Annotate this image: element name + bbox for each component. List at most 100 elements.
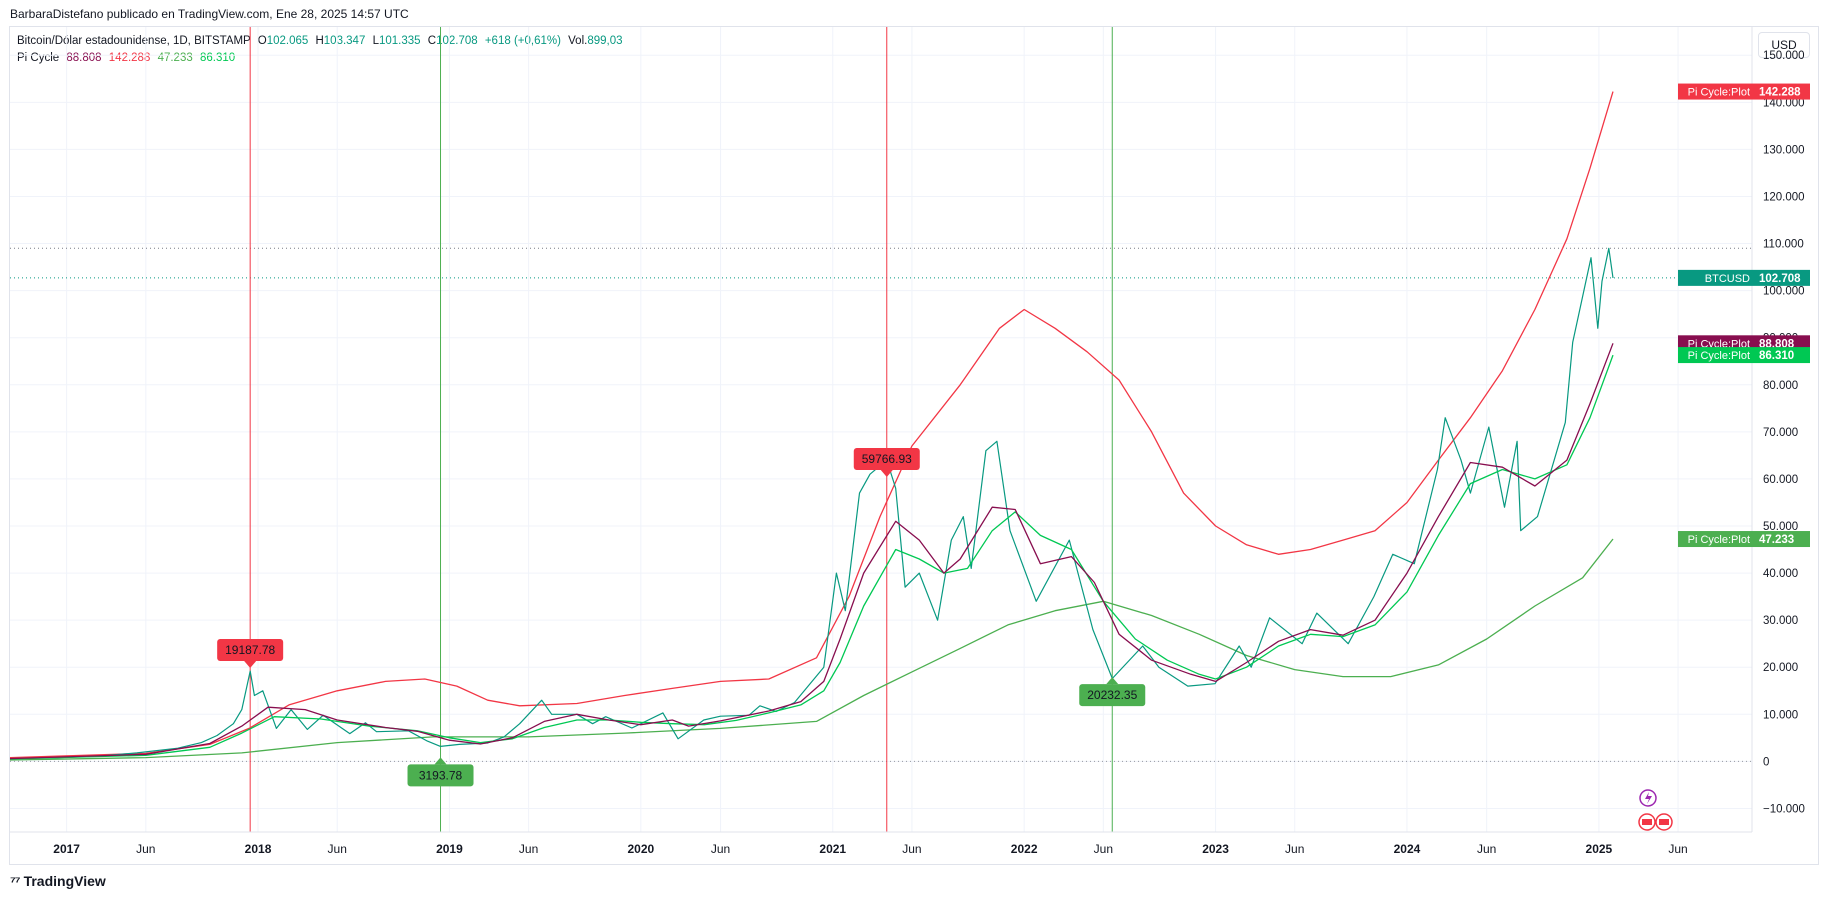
y-tick-label: 120.000: [1763, 191, 1805, 203]
signal-label-text: 19187.78: [225, 643, 275, 657]
x-tick-label: Jun: [1668, 842, 1687, 856]
price-tag-value: 102.708: [1759, 273, 1801, 285]
y-tick-label: 80.000: [1763, 380, 1798, 392]
y-tick-label: 100.000: [1763, 286, 1805, 298]
symbol-legend-row[interactable]: Bitcoin/Dólar estadounidense, 1D, BITSTA…: [17, 33, 623, 50]
y-tick-label: 50.000: [1763, 521, 1798, 533]
y-tick-label: 130.000: [1763, 144, 1805, 156]
publisher-line: BarbaraDistefano publicado en TradingVie…: [10, 7, 409, 21]
y-tick-label: 30.000: [1763, 615, 1798, 627]
price-tag-name-box: [1678, 269, 1754, 286]
x-tick-label: Jun: [328, 842, 347, 856]
open-label: O: [257, 35, 267, 47]
price-scale-tag[interactable]: Pi Cycle:Plot 86.310: [1678, 347, 1810, 364]
x-tick-label: Jun: [519, 842, 538, 856]
currency-button[interactable]: USD: [1758, 32, 1810, 58]
signal-label-text: 59766.93: [862, 452, 912, 466]
signal-label-box: [407, 764, 474, 787]
price-tag-value: 142.288: [1759, 87, 1801, 99]
price-tag-value-box: [1754, 531, 1810, 548]
y-tick-label: 60.000: [1763, 474, 1798, 486]
signal-label-box: [853, 448, 920, 471]
x-tick-label: 2020: [627, 842, 654, 856]
horizontal-lines: [10, 247, 1752, 762]
event-icons: [1638, 789, 1673, 831]
time-axis: 2017 Jun 2018 Jun 2019 Jun 2020 Jun 2021 Jun 2022 J…: [10, 831, 1752, 856]
y-tick-label: 40.000: [1763, 568, 1798, 580]
open-value: 102.065: [266, 35, 309, 47]
series-line-pi-bottom: [9, 538, 1614, 761]
us-flag-glyph: [1659, 819, 1669, 825]
volume-value: 899,03: [587, 35, 623, 47]
x-tick-label: Jun: [1477, 842, 1496, 856]
signal-label-text: 3193.78: [419, 768, 463, 782]
tradingview-logo-icon: ⁷⁷: [10, 873, 21, 889]
y-tick-label: −10.000: [1763, 803, 1805, 815]
series-line-pi-slow: [9, 354, 1614, 760]
price-scale-tag[interactable]: Pi Cycle:Plot 47.233: [1678, 531, 1810, 548]
price-tag-name-box: [1678, 531, 1754, 548]
y-tick-label: 0: [1763, 756, 1769, 768]
x-tick-label: Jun: [902, 842, 921, 856]
y-tick-label: 70.000: [1763, 427, 1798, 439]
signal-label-pointer: [1106, 677, 1119, 685]
price-tag-value: 47.233: [1759, 534, 1794, 546]
series-line-pi-fast: [9, 343, 1614, 760]
price-scale-tag[interactable]: BTCUSD 102.708: [1678, 269, 1810, 286]
series-line-pi-top: [9, 91, 1614, 759]
price-tag-value-box: [1754, 269, 1810, 286]
signal-annotations: 19187.78 3193.78 59766.93 20232.35: [217, 448, 1146, 787]
y-tick-label: 140.000: [1763, 97, 1805, 109]
grid-lines: [10, 27, 1752, 832]
chart-frame: [9, 26, 1819, 865]
x-tick-label: 2017: [53, 842, 80, 856]
price-scale-tag[interactable]: Pi Cycle:Plot 142.288: [1678, 83, 1810, 100]
chart-legend: Bitcoin/Dólar estadounidense, 1D, BITSTA…: [17, 33, 623, 67]
x-tick-label: 2024: [1394, 842, 1421, 856]
x-tick-label: Jun: [1285, 842, 1304, 856]
signal-label-text: 20232.35: [1087, 688, 1137, 702]
y-tick-label: 10.000: [1763, 709, 1798, 721]
x-tick-label: 2019: [436, 842, 463, 856]
x-tick-label: 2018: [245, 842, 272, 856]
x-tick-label: Jun: [711, 842, 730, 856]
price-tag-value-box: [1754, 347, 1810, 364]
symbol-name: Bitcoin/Dólar estadounidense, 1D, BITSTA…: [17, 35, 251, 47]
signal-label-pointer: [434, 757, 447, 765]
volume-label: Vol.: [568, 35, 588, 47]
tradingview-logo[interactable]: ⁷⁷ TradingView: [10, 873, 106, 889]
y-tick-label: 110.000: [1763, 239, 1804, 251]
close-label: C: [427, 35, 437, 47]
price-tag-name: Pi Cycle:Plot: [1688, 87, 1750, 99]
signal-label-pointer: [244, 661, 257, 669]
price-tag-name: Pi Cycle:Plot: [1688, 534, 1750, 546]
flash-icon-glyph: [1645, 792, 1652, 804]
price-tag-name-box: [1678, 83, 1754, 100]
high-value: 103.347: [323, 35, 366, 47]
price-tag-name: Pi Cycle:Plot: [1688, 350, 1750, 362]
signal-label-pointer: [880, 470, 893, 478]
series-lines: [9, 91, 1614, 761]
low-value: 101.335: [378, 35, 421, 47]
price-scale-labels: Pi Cycle:Plot 142.288 BTCUSD 102.708 Pi Cycl…: [1678, 83, 1810, 548]
high-label: H: [315, 35, 324, 47]
y-tick-label: 20.000: [1763, 662, 1798, 674]
price-axis: −10.000 0 10.000 20.000 30.000 40.000 50.000 60…: [1751, 27, 1805, 832]
x-tick-label: 2025: [1586, 842, 1613, 856]
x-tick-label: Jun: [1094, 842, 1113, 856]
signal-vertical-lines: [249, 27, 1113, 832]
series-line-price: [9, 247, 1614, 760]
price-tag-value: 86.310: [1759, 350, 1794, 362]
x-tick-label: 2023: [1202, 842, 1229, 856]
tradingview-logo-text: TradingView: [23, 873, 106, 889]
signal-label-box: [1079, 684, 1146, 707]
change-value: +618 (+0,61%): [484, 35, 561, 47]
y-tick-label: 150.000: [1763, 50, 1805, 62]
low-label: L: [372, 35, 379, 47]
price-tag-name: BTCUSD: [1705, 273, 1750, 285]
price-tag-name-box: [1678, 347, 1754, 364]
x-tick-label: Jun: [136, 842, 155, 856]
price-tag-value-box: [1754, 83, 1810, 100]
us-flag-glyph: [1642, 819, 1652, 825]
